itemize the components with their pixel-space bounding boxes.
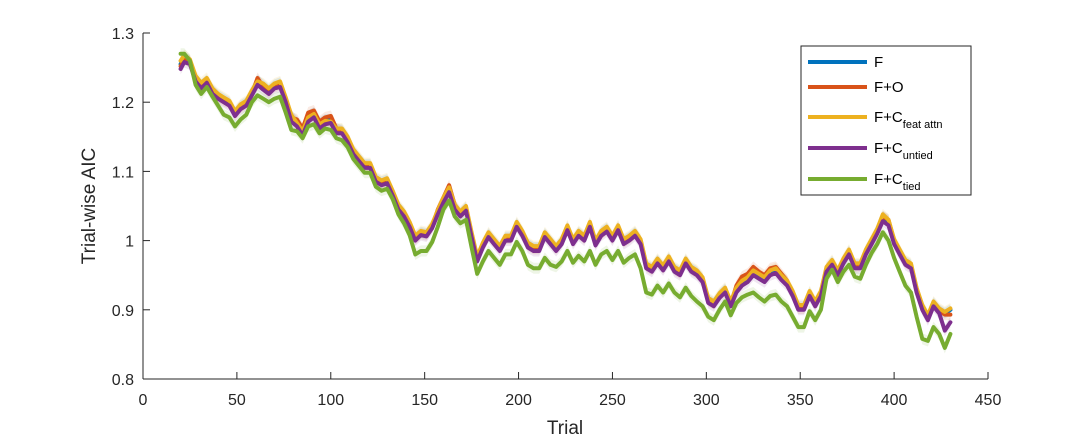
series-line-4 <box>178 51 953 350</box>
x-tick-label: 250 <box>599 392 626 409</box>
legend-label-main: F <box>874 54 883 71</box>
y-tick-label: 1.3 <box>112 26 134 43</box>
axes: 0 50 100 150 200 250 300 350 400 450 0.8 0.9 1 1.1 1.2… <box>112 26 1002 409</box>
legend-label-main: F+O <box>874 79 904 96</box>
x-tick-label: 100 <box>317 392 344 409</box>
x-tick-label: 0 <box>139 392 148 409</box>
legend-label: F <box>874 54 883 71</box>
x-tick-label: 50 <box>228 392 246 409</box>
legend-label-subscript: untied <box>903 150 933 162</box>
x-axis-title: Trial <box>547 418 583 439</box>
x-tick-label: 150 <box>411 392 438 409</box>
x-tick-label: 300 <box>693 392 720 409</box>
y-tick-label: 1.1 <box>112 164 134 181</box>
x-tick-label: 400 <box>881 392 908 409</box>
legend-label: F+O <box>874 79 904 96</box>
y-tick-label: 1 <box>125 234 134 251</box>
y-tick-label: 1.2 <box>112 95 134 112</box>
legend-label: F+Ctied <box>874 171 921 193</box>
y-tick-label: 0.8 <box>112 372 134 389</box>
legend-label-subscript: feat attn <box>903 119 943 131</box>
y-tick-label: 0.9 <box>112 303 134 320</box>
legend-label: F+Cuntied <box>874 140 933 162</box>
x-tick-label: 450 <box>975 392 1002 409</box>
legend-label: F+Cfeat attn <box>874 109 943 131</box>
x-tick-label: 350 <box>787 392 814 409</box>
series-line-3 <box>178 60 953 333</box>
legend-label-main: F+C <box>874 171 903 188</box>
x-tick-label: 200 <box>505 392 532 409</box>
legend-box <box>800 45 972 196</box>
legend-label-main: F+C <box>874 140 903 157</box>
legend-label-main: F+C <box>874 109 903 126</box>
series-lines <box>178 51 953 350</box>
legend-label-subscript: tied <box>903 181 921 193</box>
y-axis-title: Trial-wise AIC <box>79 148 100 264</box>
